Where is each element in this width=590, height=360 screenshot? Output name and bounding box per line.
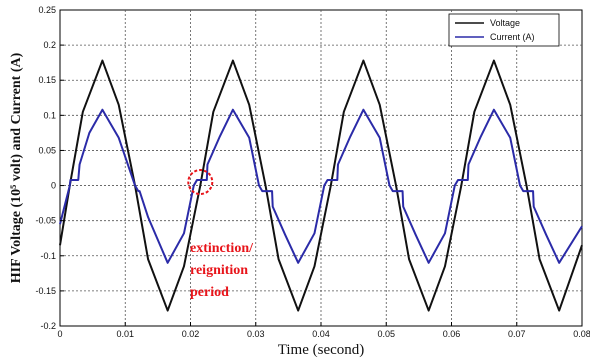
y-tick-label: 0 — [51, 181, 56, 191]
y-tick-label: 0.05 — [38, 145, 56, 155]
y-tick-label: 0.2 — [43, 40, 56, 50]
grid — [60, 10, 582, 326]
legend-label-current: Current (A) — [490, 32, 535, 42]
legend-box — [448, 13, 560, 47]
y-tick-label: -0.05 — [35, 216, 56, 226]
annotation-text-line-2: reignition — [190, 263, 248, 278]
annotation-text-line-1: extinction/ — [190, 241, 254, 256]
x-tick-label: 0.03 — [247, 329, 265, 339]
series-layer — [59, 59, 583, 312]
y-axis-label: HIF Voltage (10⁵ volt) and Current (A) — [9, 52, 24, 283]
annotation-text-line-3: period — [190, 285, 229, 300]
x-tick-label: 0.08 — [573, 329, 590, 339]
x-tick-label: 0.02 — [182, 329, 200, 339]
y-tick-label: -0.15 — [35, 286, 56, 296]
x-axis-label: Time (second) — [278, 342, 365, 358]
legend-label-voltage: Voltage — [490, 18, 520, 28]
x-tick-label: 0.01 — [116, 329, 134, 339]
x-tick-label: 0.04 — [312, 329, 330, 339]
x-tick-label: 0.06 — [443, 329, 461, 339]
y-tick-label: -0.2 — [40, 321, 56, 331]
y-tick-label: 0.1 — [43, 110, 56, 120]
x-tick-label: 0 — [57, 329, 62, 339]
voltage-line — [59, 59, 583, 312]
x-tick-label: 0.07 — [508, 329, 526, 339]
y-tick-label: -0.1 — [40, 251, 56, 261]
annotation-circle — [187, 169, 214, 196]
current-line — [59, 108, 583, 264]
x-tick-label: 0.05 — [377, 329, 395, 339]
tick-layer: 0 0.01 0.02 0.03 0.04 0.05 0.06 0.07 0.08 -0.2 -0.… — [35, 5, 590, 339]
legend: Voltage Current (A) — [448, 13, 560, 47]
y-tick-label: 0.15 — [38, 75, 56, 85]
y-tick-label: 0.25 — [38, 5, 56, 15]
